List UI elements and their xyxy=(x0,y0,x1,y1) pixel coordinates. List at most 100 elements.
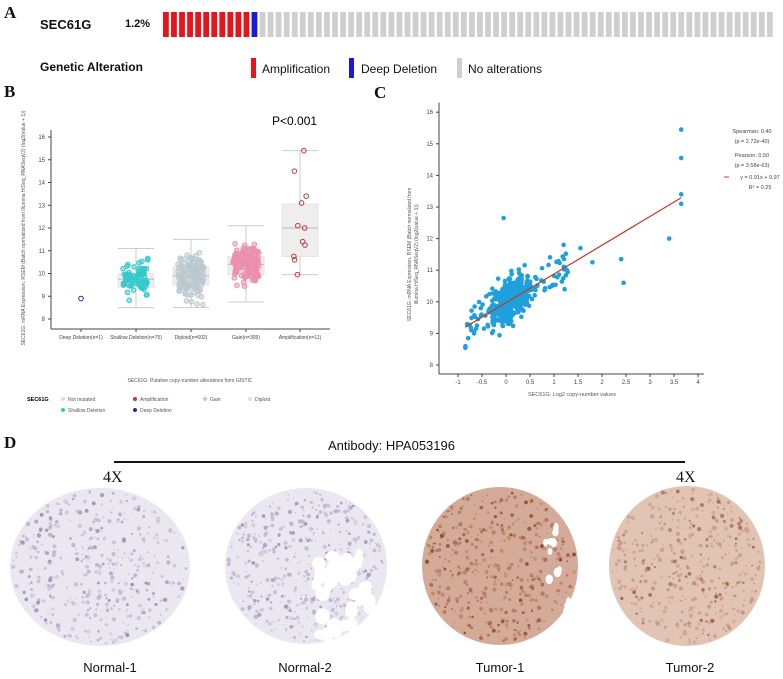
tissue-texture xyxy=(709,631,711,634)
deep-deletion-swatch xyxy=(349,58,354,78)
data-point xyxy=(508,285,514,291)
tissue-texture xyxy=(283,604,289,609)
tissue-texture xyxy=(677,625,679,628)
oncoprint-sample-bar xyxy=(589,12,596,37)
tissue-texture xyxy=(501,639,506,643)
tissue-texture xyxy=(295,615,300,620)
tissue-texture xyxy=(158,516,161,520)
tissue-texture xyxy=(508,525,511,529)
tissue-texture xyxy=(366,524,371,529)
tissue-texture xyxy=(752,538,755,540)
tissue-texture xyxy=(725,612,729,616)
oncoprint-sample-bar xyxy=(718,12,725,37)
tissue-texture xyxy=(236,532,239,535)
no-alteration-swatch xyxy=(457,58,462,78)
tissue-texture xyxy=(297,620,301,624)
tissue-texture xyxy=(488,525,493,530)
tissue-texture xyxy=(480,540,483,544)
tissue-texture xyxy=(124,581,128,586)
tissue-texture xyxy=(131,577,134,580)
tissue-texture xyxy=(47,612,49,615)
tissue-texture xyxy=(265,597,270,601)
tissue-texture xyxy=(631,602,633,604)
tissue-texture xyxy=(96,518,101,523)
tissue-texture xyxy=(714,600,717,603)
x-tick-label: -0.5 xyxy=(477,380,488,386)
y-tick-label: 12 xyxy=(38,226,45,232)
tissue-texture xyxy=(506,627,509,629)
tissue-texture xyxy=(737,521,741,526)
tissue-texture xyxy=(512,533,517,538)
tissue-texture xyxy=(277,534,281,538)
tissue-texture xyxy=(738,563,740,565)
tissue-texture xyxy=(309,501,313,504)
tissue-texture xyxy=(285,557,289,562)
tissue-texture xyxy=(140,608,144,612)
tissue-texture xyxy=(123,517,126,520)
data-point xyxy=(179,274,185,281)
tissue-texture xyxy=(492,587,497,592)
tissue-texture xyxy=(572,570,576,574)
tissue-texture xyxy=(747,543,751,547)
tissue-texture xyxy=(448,509,451,513)
tissue-texture xyxy=(259,609,262,612)
tissue-texture xyxy=(275,581,277,583)
data-point xyxy=(249,257,256,263)
tissue-texture xyxy=(688,609,691,612)
data-point xyxy=(232,240,238,247)
tissue-texture xyxy=(333,600,338,604)
tissue-texture xyxy=(701,590,705,594)
tissue-texture xyxy=(157,541,160,544)
data-point xyxy=(176,287,183,294)
tissue-texture xyxy=(536,507,539,510)
tissue-texture xyxy=(280,566,283,570)
data-point xyxy=(556,258,561,264)
tissue-texture xyxy=(326,519,331,524)
tissue-texture xyxy=(157,620,162,625)
tissue-texture xyxy=(653,581,657,585)
tissue-texture xyxy=(445,543,450,548)
tissue-texture xyxy=(39,512,44,517)
tissue-texture xyxy=(147,616,151,619)
tissue-texture xyxy=(139,554,143,558)
tissue-texture xyxy=(734,614,736,617)
tissue-texture xyxy=(641,543,645,548)
tissue-texture xyxy=(309,597,315,602)
tissue-texture xyxy=(36,579,41,584)
tissue-texture xyxy=(722,582,725,585)
tissue-texture xyxy=(490,626,493,628)
tissue-texture xyxy=(464,567,470,572)
tissue-texture xyxy=(481,553,485,557)
tissue-texture xyxy=(119,563,123,567)
data-point xyxy=(184,284,190,290)
tissue-texture xyxy=(73,582,78,587)
tissue-texture xyxy=(121,557,123,559)
tissue-texture xyxy=(618,587,622,591)
data-point xyxy=(463,343,468,349)
tissue-texture xyxy=(96,537,100,541)
data-point xyxy=(678,192,684,197)
tissue-texture xyxy=(41,599,46,603)
tissue-gap xyxy=(550,538,558,548)
tissue-texture xyxy=(373,533,376,535)
legend-marker xyxy=(61,408,65,412)
tissue-texture xyxy=(75,551,80,556)
tissue-texture xyxy=(328,606,331,608)
tissue-texture xyxy=(657,558,662,562)
tissue-texture xyxy=(463,579,468,584)
magnification-right: 4X xyxy=(676,469,696,486)
tissue-texture xyxy=(56,626,58,629)
tissue-texture xyxy=(286,606,291,611)
tissue-texture xyxy=(723,614,725,616)
antibody-title: Antibody: HPA053196 xyxy=(0,438,783,453)
tissue-texture xyxy=(640,595,643,598)
data-point xyxy=(502,278,508,284)
tissue-texture xyxy=(298,538,303,543)
tissue-texture xyxy=(303,499,307,502)
tissue-texture xyxy=(631,578,635,582)
tissue-texture xyxy=(303,640,305,642)
tissue-texture xyxy=(265,577,270,583)
tissue-texture xyxy=(553,599,556,603)
tissue-texture xyxy=(146,581,151,586)
tissue-texture xyxy=(504,610,508,615)
